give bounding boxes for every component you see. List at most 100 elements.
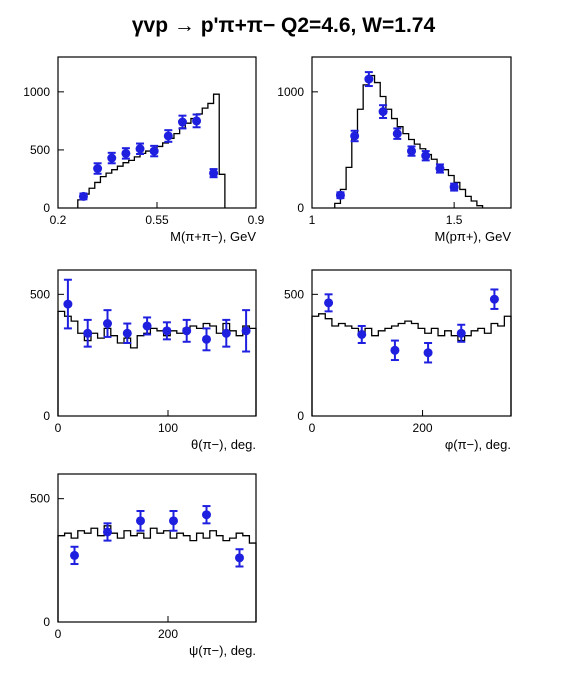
- point-marker: [83, 328, 93, 338]
- point-marker: [136, 516, 145, 526]
- y-tick-label: 0: [297, 201, 304, 215]
- point-marker: [202, 510, 211, 520]
- data-point: [163, 129, 173, 143]
- data-point: [202, 327, 211, 352]
- point-marker: [235, 553, 244, 563]
- data-point: [423, 342, 433, 364]
- data-point: [435, 163, 445, 174]
- data-point: [177, 114, 187, 130]
- point-marker: [177, 117, 187, 127]
- point-marker: [162, 326, 172, 336]
- point-marker: [103, 527, 112, 537]
- point-marker: [449, 182, 459, 192]
- data-point: [169, 510, 178, 532]
- x-tick-label: 0: [55, 627, 62, 641]
- y-tick-label: 0: [43, 409, 50, 423]
- x-tick-label: 0.2: [50, 213, 67, 227]
- point-marker: [392, 129, 402, 139]
- x-tick-label: 1.5: [446, 213, 463, 227]
- plot-frame: [57, 473, 257, 623]
- y-tick-label: 500: [30, 143, 50, 157]
- point-marker: [78, 191, 88, 201]
- y-tick-label: 500: [284, 287, 304, 301]
- data-point: [121, 147, 131, 160]
- x-tick-label: 1: [309, 213, 316, 227]
- point-marker: [350, 131, 360, 141]
- point-marker: [63, 299, 73, 309]
- data-point: [103, 522, 112, 542]
- point-marker: [390, 345, 400, 355]
- x-axis-label: ψ(π−), deg.: [189, 643, 256, 658]
- data-point: [390, 339, 400, 362]
- x-axis-label: θ(π−), deg.: [191, 437, 256, 452]
- x-tick-label: 0: [309, 421, 316, 435]
- y-tick-label: 0: [43, 201, 50, 215]
- point-marker: [107, 153, 117, 163]
- x-axis-label: M(π+π−), GeV: [170, 229, 256, 244]
- data-point: [449, 182, 459, 192]
- data-point: [136, 510, 145, 532]
- point-marker: [135, 144, 145, 154]
- point-marker: [182, 326, 192, 336]
- point-marker: [149, 146, 159, 156]
- data-point: [78, 191, 88, 201]
- data-point: [107, 151, 117, 165]
- point-marker: [489, 294, 499, 304]
- data-point: [456, 323, 466, 343]
- y-tick-label: 1000: [277, 85, 304, 99]
- x-axis-label: M(pπ+), GeV: [434, 229, 511, 244]
- point-marker: [192, 116, 202, 126]
- point-marker: [103, 319, 112, 329]
- point-marker: [241, 326, 251, 336]
- data-point: [209, 168, 219, 179]
- data-point: [70, 545, 79, 566]
- x-tick-label: 0.55: [145, 213, 169, 227]
- data-point: [83, 318, 93, 348]
- panel-3: 0 100 0 500 θ(π−), deg.: [30, 269, 257, 452]
- x-tick-label: 200: [158, 627, 178, 641]
- data-point: [335, 190, 345, 200]
- data-point: [192, 113, 202, 129]
- data-point: [392, 127, 402, 140]
- data-point: [162, 321, 172, 341]
- point-marker: [435, 164, 445, 174]
- data-point: [378, 104, 388, 119]
- y-tick-label: 500: [30, 492, 50, 506]
- point-marker: [122, 328, 132, 338]
- plot-frame: [57, 56, 257, 209]
- point-marker: [364, 74, 374, 84]
- y-tick-label: 1000: [23, 85, 50, 99]
- data-point: [364, 71, 374, 88]
- point-marker: [93, 164, 103, 174]
- data-point: [221, 318, 231, 348]
- data-point: [182, 318, 192, 343]
- data-point: [63, 278, 73, 330]
- point-marker: [169, 516, 178, 526]
- data-point: [241, 309, 251, 353]
- panel-4: 0 200 0 500 φ(π−), deg.: [284, 269, 512, 452]
- histogram-line: [311, 313, 512, 416]
- data-point: [407, 145, 416, 157]
- plot-frame: [311, 269, 512, 417]
- y-tick-label: 0: [43, 615, 50, 629]
- histogram-line: [57, 525, 257, 622]
- panel-2: 1 1.5 0 1000 M(pπ+), GeV: [277, 56, 512, 244]
- data-point: [135, 142, 145, 155]
- data-point: [122, 322, 132, 344]
- point-marker: [202, 334, 211, 344]
- data-point: [93, 162, 103, 175]
- x-tick-label: 0: [55, 421, 62, 435]
- data-point: [324, 293, 334, 313]
- panel-1: 0.2 0.55 0.9 0 500 1000 M(π+π−), GeV: [23, 56, 265, 244]
- point-marker: [209, 168, 219, 178]
- point-marker: [121, 148, 131, 158]
- x-tick-label: 100: [158, 421, 178, 435]
- plot-frame: [57, 269, 257, 417]
- data-point: [142, 316, 152, 336]
- point-marker: [407, 146, 416, 156]
- data-point: [357, 324, 367, 344]
- data-point: [202, 505, 211, 525]
- x-tick-label: 0.9: [248, 213, 265, 227]
- point-marker: [163, 131, 173, 141]
